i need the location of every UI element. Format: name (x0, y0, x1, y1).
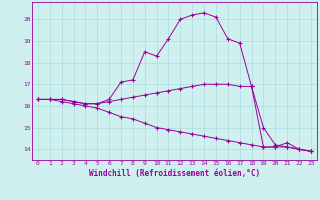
X-axis label: Windchill (Refroidissement éolien,°C): Windchill (Refroidissement éolien,°C) (89, 169, 260, 178)
